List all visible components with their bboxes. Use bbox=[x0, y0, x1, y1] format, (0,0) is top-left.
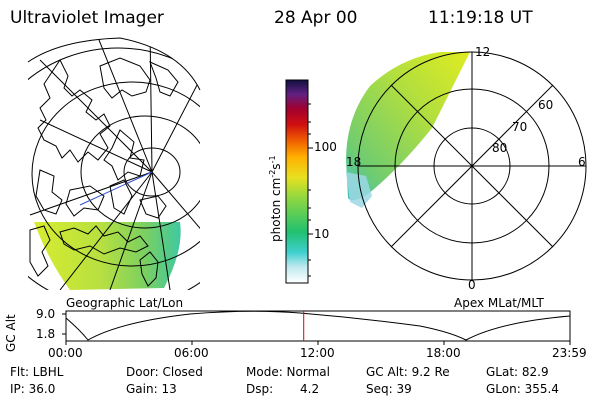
mlt-label-6: 6 bbox=[578, 155, 586, 169]
auroral-oval-magnetic bbox=[346, 52, 470, 201]
altitude-strip bbox=[62, 310, 571, 345]
time-tick-1800: 18:00 bbox=[426, 346, 461, 360]
gain-info: Gain: 13 bbox=[126, 382, 177, 396]
altitude-curve bbox=[65, 310, 571, 341]
mlat-label-80: 80 bbox=[492, 141, 508, 155]
mode-info: Mode: Normal bbox=[246, 365, 330, 379]
door-info: Door: Closed bbox=[126, 365, 203, 379]
time-tick-0000: 00:00 bbox=[48, 346, 83, 360]
magnetic-caption: Apex MLat/MLT bbox=[454, 296, 544, 310]
mlt-label-12: 12 bbox=[475, 45, 491, 59]
colorbar-unit-label: photon cm-2s-1 bbox=[268, 155, 283, 242]
time-tick-1200: 12:00 bbox=[300, 346, 335, 360]
mlt-label-0: 0 bbox=[468, 278, 476, 292]
gc-alt-info: GC Alt: 9.2 Re bbox=[366, 365, 450, 379]
filter-info: Flt: LBHL bbox=[10, 365, 64, 379]
altitude-ylabel: GC Alt bbox=[4, 314, 18, 352]
altitude-tick-9: 9.0 bbox=[36, 307, 56, 321]
glon-info: GLon: 355.4 bbox=[486, 382, 559, 396]
time-tick-0600: 06:00 bbox=[174, 346, 209, 360]
mlt-label-18: 18 bbox=[346, 155, 362, 169]
dsp-label: Dsp: bbox=[246, 382, 274, 396]
mlat-label-60: 60 bbox=[538, 98, 554, 112]
glat-info: GLat: 82.9 bbox=[486, 365, 549, 379]
geographic-caption: Geographic Lat/Lon bbox=[66, 296, 184, 310]
time-tick-2359: 23:59 bbox=[552, 346, 587, 360]
colorbar bbox=[285, 79, 313, 284]
mlat-label-70: 70 bbox=[512, 120, 528, 134]
altitude-tick-1-8: 1.8 bbox=[36, 327, 56, 341]
colorbar-tick-10: 10 bbox=[314, 227, 330, 241]
geographic-map bbox=[27, 37, 201, 290]
magnetic-polar-plot bbox=[346, 51, 587, 281]
dsp-value: 4.2 bbox=[300, 382, 320, 396]
seq-info: Seq: 39 bbox=[366, 382, 412, 396]
instrument-title: Ultraviolet Imager bbox=[10, 8, 164, 28]
ip-info: IP: 36.0 bbox=[10, 382, 56, 396]
time-label: 11:19:18 UT bbox=[428, 8, 533, 28]
auroral-oval-geo bbox=[34, 222, 181, 290]
date-label: 28 Apr 00 bbox=[274, 8, 358, 28]
colorbar-tick-100: 100 bbox=[314, 140, 337, 154]
